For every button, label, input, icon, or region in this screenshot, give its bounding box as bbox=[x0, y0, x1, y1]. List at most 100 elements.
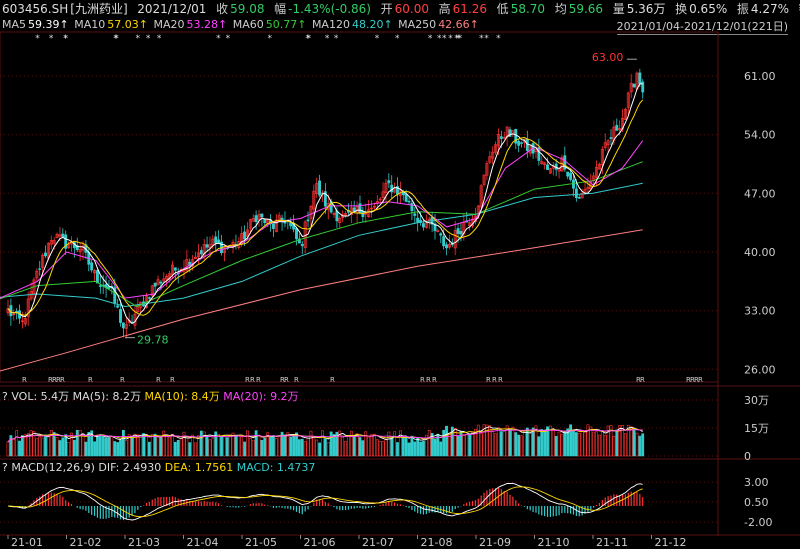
macd-bar bbox=[633, 492, 635, 506]
macd-bar bbox=[102, 506, 104, 519]
candle-body bbox=[534, 148, 538, 153]
amplitude-label: 振 bbox=[736, 2, 749, 16]
macd-bar bbox=[572, 506, 575, 515]
volume-bar bbox=[283, 434, 287, 457]
volume-bar bbox=[520, 435, 523, 457]
volume-bar bbox=[147, 441, 151, 457]
quote-date: 2021/12/01 bbox=[137, 2, 207, 16]
volume-bar bbox=[214, 431, 218, 457]
candle-body bbox=[251, 218, 255, 222]
volume-bar bbox=[589, 426, 593, 457]
volume-bar bbox=[55, 437, 59, 457]
candle-body bbox=[194, 256, 197, 259]
candle-body bbox=[297, 238, 301, 244]
price-tick-label: 40.00 bbox=[744, 246, 776, 259]
macd-tick-label: 0.50 bbox=[744, 496, 769, 509]
volume-bar bbox=[46, 435, 50, 457]
macd-bar bbox=[382, 503, 384, 506]
macd-help-icon[interactable]: ? bbox=[2, 461, 8, 474]
volume-bar bbox=[598, 434, 601, 457]
volume-bar bbox=[64, 434, 68, 457]
date-range[interactable]: 2021/01/04-2021/12/01(221日) bbox=[616, 20, 789, 35]
macd-bar bbox=[336, 506, 338, 510]
macd-bar bbox=[134, 506, 136, 514]
price-tick-label: 26.00 bbox=[744, 363, 776, 376]
candle-body bbox=[543, 162, 547, 166]
volume-bar bbox=[156, 436, 160, 457]
macd-bar bbox=[463, 504, 465, 506]
macd-bar bbox=[137, 506, 139, 510]
macd-bar bbox=[318, 499, 321, 506]
star-marker: * bbox=[64, 34, 69, 44]
candle-body bbox=[185, 259, 189, 271]
ma20-value: 53.28↑ bbox=[186, 18, 228, 31]
candles bbox=[6, 68, 645, 339]
macd-bar bbox=[356, 506, 358, 508]
macd-bar bbox=[408, 506, 410, 509]
candle-body bbox=[150, 285, 154, 297]
candle-body bbox=[436, 230, 440, 232]
close-label: 收 bbox=[216, 2, 229, 16]
volume-bar bbox=[211, 438, 215, 457]
volume-bar bbox=[32, 430, 36, 457]
volume-bar bbox=[323, 438, 327, 457]
low-price-label: 29.78 bbox=[137, 334, 169, 347]
macd-bar bbox=[151, 499, 153, 506]
vol-ma10: MA(10): 8.4万 bbox=[144, 390, 220, 403]
ma60-value: 50.77↑ bbox=[265, 18, 307, 31]
macd-bar bbox=[604, 497, 606, 506]
candle-body bbox=[90, 262, 94, 271]
macd-bar bbox=[454, 506, 456, 510]
macd-bar bbox=[639, 493, 641, 506]
volume-bar bbox=[624, 433, 627, 457]
candle-body bbox=[586, 187, 590, 190]
volume-bar bbox=[173, 441, 177, 457]
macd-bar bbox=[261, 503, 263, 506]
star-marker: * bbox=[458, 34, 463, 44]
macd-bar bbox=[122, 506, 125, 521]
price-tick-label: 47.00 bbox=[744, 187, 776, 200]
candle-body bbox=[211, 238, 215, 246]
macd-bar bbox=[76, 506, 78, 508]
volume-bar bbox=[104, 437, 108, 457]
macd-bar bbox=[220, 505, 223, 506]
volume-bar bbox=[246, 430, 249, 457]
macd-bar bbox=[330, 505, 332, 506]
volume-bar bbox=[197, 435, 200, 457]
macd-bar bbox=[385, 502, 387, 506]
macd-bar bbox=[96, 506, 99, 518]
volume-bar bbox=[98, 434, 102, 457]
candle-body bbox=[52, 240, 56, 244]
ma60-label: MA60 bbox=[232, 18, 264, 31]
volume-bar bbox=[566, 428, 570, 457]
macd-bar bbox=[399, 504, 401, 506]
volume-bar bbox=[557, 431, 561, 457]
volume-bar bbox=[560, 434, 564, 457]
r-marker: R bbox=[52, 376, 57, 384]
macd-bar bbox=[278, 506, 280, 508]
volume-bar bbox=[35, 438, 39, 457]
candle-body bbox=[246, 229, 249, 237]
price-tick-label: 33.00 bbox=[744, 305, 776, 318]
macd-bar bbox=[593, 506, 595, 508]
macd-bar bbox=[203, 501, 205, 506]
star-marker: * bbox=[325, 34, 330, 44]
volume-bar bbox=[58, 440, 62, 457]
candle-body bbox=[93, 270, 97, 274]
macd-bar bbox=[281, 506, 283, 508]
ma-line-ma250 bbox=[0, 229, 643, 372]
volume-bar bbox=[439, 441, 443, 457]
macd-bar bbox=[232, 506, 234, 508]
volume-bar bbox=[387, 431, 391, 457]
volume-help-icon[interactable]: ? bbox=[2, 390, 8, 403]
candle-body bbox=[173, 267, 177, 271]
r-marker: R bbox=[636, 376, 641, 384]
volume-bar bbox=[309, 430, 313, 457]
volume-bar bbox=[199, 430, 203, 457]
volume-bar bbox=[572, 429, 575, 457]
macd-bar bbox=[417, 506, 419, 514]
change-value: -1.43%(-0.86) bbox=[288, 2, 371, 16]
star-marker: * bbox=[456, 34, 461, 44]
star-marker: * bbox=[375, 34, 380, 44]
